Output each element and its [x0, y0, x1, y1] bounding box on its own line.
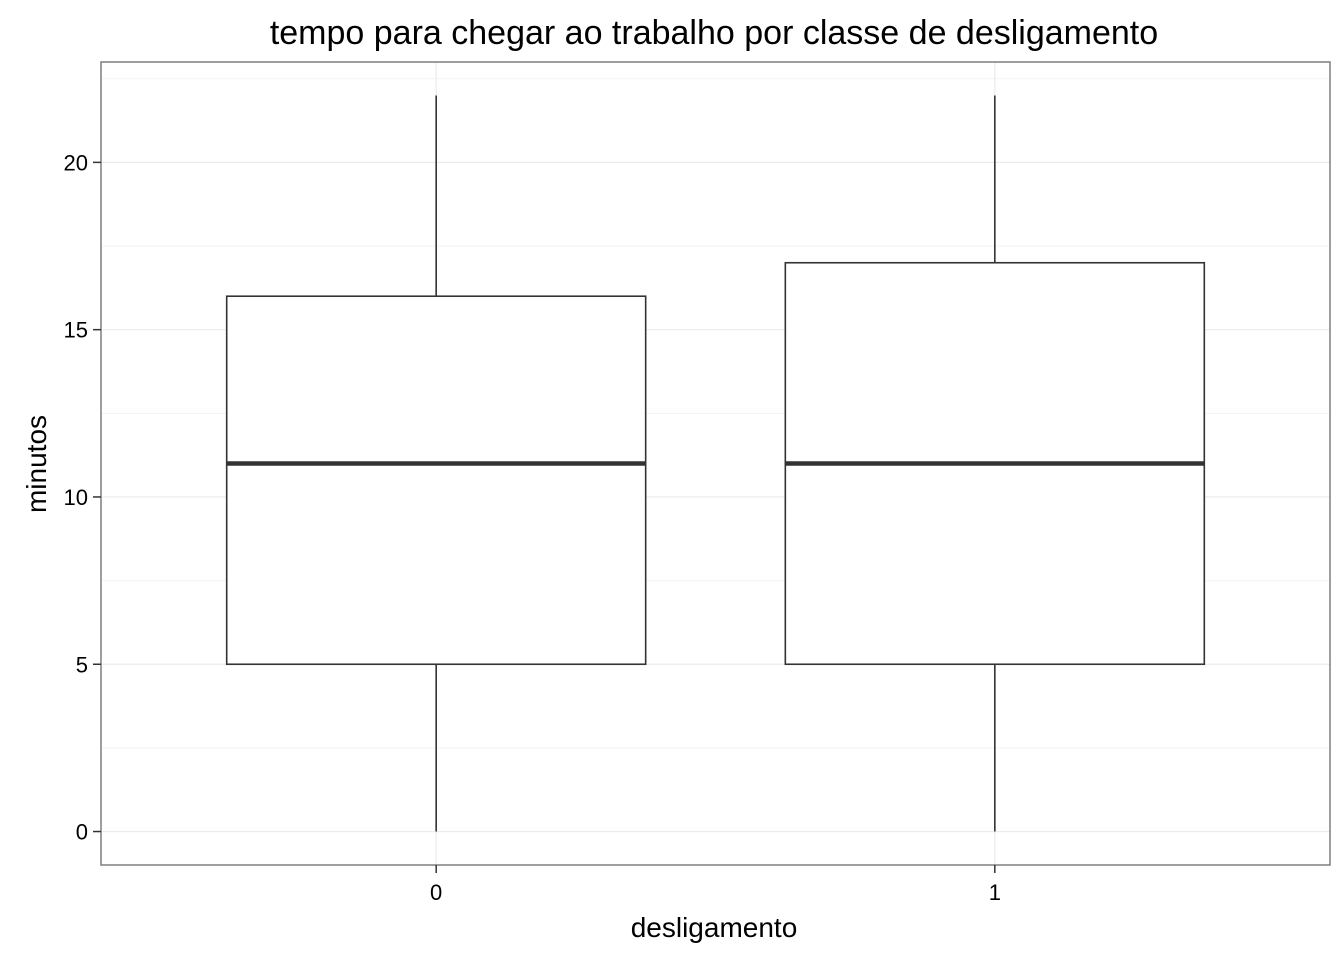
x-axis-title: desligamento — [631, 912, 798, 943]
y-tick-label: 10 — [64, 485, 88, 510]
x-tick-label: 1 — [989, 880, 1001, 905]
y-axis-title: minutos — [21, 415, 52, 513]
box-category-0 — [225, 95, 647, 832]
plot-panel — [100, 61, 1331, 866]
y-tick-label: 15 — [64, 318, 88, 343]
y-tick-label: 20 — [64, 150, 88, 175]
box-category-1 — [784, 95, 1206, 832]
y-axis: 0 5 10 15 20 — [64, 150, 101, 845]
box-iqr — [225, 295, 647, 666]
y-tick-label: 0 — [76, 820, 88, 845]
boxes — [225, 95, 1206, 832]
x-tick-label: 0 — [430, 880, 442, 905]
chart-title: tempo para chegar ao trabalho por classe… — [270, 14, 1158, 52]
y-tick-label: 5 — [76, 652, 88, 677]
panel-border — [100, 61, 1331, 866]
